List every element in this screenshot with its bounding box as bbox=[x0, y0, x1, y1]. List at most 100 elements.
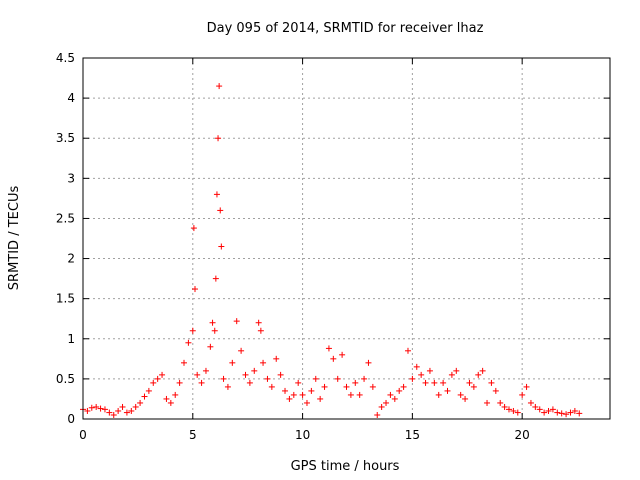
data-point bbox=[273, 355, 280, 362]
data-point bbox=[505, 406, 512, 413]
data-point bbox=[444, 387, 451, 394]
y-tick-label: 1 bbox=[67, 332, 75, 346]
data-point bbox=[576, 410, 583, 417]
data-point bbox=[257, 327, 264, 334]
data-point bbox=[229, 359, 236, 366]
data-point bbox=[190, 225, 197, 232]
plot-frame bbox=[82, 57, 611, 420]
data-point bbox=[198, 379, 205, 386]
data-point bbox=[396, 387, 403, 394]
tick-labels: 0 0.5 1 1.5 2 2.5 3 3.5 4 4.5 0 5 10 15 20 bbox=[56, 51, 530, 442]
data-point bbox=[426, 367, 433, 374]
data-point bbox=[361, 375, 368, 382]
data-point bbox=[163, 395, 170, 402]
x-axis-title: GPS time / hours bbox=[291, 459, 400, 474]
data-point bbox=[84, 407, 91, 414]
data-point bbox=[339, 351, 346, 358]
y-tick-label: 3.5 bbox=[56, 131, 75, 145]
data-point bbox=[93, 403, 100, 410]
data-point bbox=[119, 403, 126, 410]
y-tick-label: 3 bbox=[67, 171, 75, 185]
data-point bbox=[181, 359, 188, 366]
data-point bbox=[479, 367, 486, 374]
data-point bbox=[330, 355, 337, 362]
data-point bbox=[321, 383, 328, 390]
data-point bbox=[571, 407, 578, 414]
y-tick-label: 2.5 bbox=[56, 211, 75, 225]
data-point bbox=[215, 135, 222, 142]
data-point bbox=[369, 383, 376, 390]
y-tick-label: 4.5 bbox=[56, 51, 75, 65]
data-point bbox=[374, 411, 381, 418]
data-point bbox=[220, 375, 227, 382]
data-point bbox=[523, 383, 530, 390]
data-point bbox=[213, 191, 220, 198]
data-point bbox=[418, 371, 425, 378]
data-point bbox=[391, 395, 398, 402]
data-point bbox=[209, 319, 216, 326]
data-point bbox=[431, 379, 438, 386]
data-point bbox=[554, 409, 561, 416]
data-point bbox=[497, 399, 504, 406]
y-tick-label: 4 bbox=[67, 91, 75, 105]
data-point bbox=[457, 391, 464, 398]
axis-ticks bbox=[82, 57, 610, 420]
data-point bbox=[106, 409, 113, 416]
data-point bbox=[303, 399, 310, 406]
data-point bbox=[216, 83, 223, 90]
x-tick-label: 15 bbox=[405, 428, 420, 442]
data-point bbox=[172, 391, 179, 398]
data-point bbox=[514, 409, 521, 416]
grid-lines bbox=[83, 58, 610, 419]
data-point bbox=[545, 407, 552, 414]
data-point bbox=[217, 207, 224, 214]
data-point bbox=[501, 403, 508, 410]
data-point bbox=[260, 359, 267, 366]
data-point bbox=[383, 399, 390, 406]
data-point bbox=[475, 371, 482, 378]
data-point bbox=[488, 379, 495, 386]
data-point bbox=[558, 410, 565, 417]
data-point bbox=[167, 399, 174, 406]
data-point bbox=[317, 395, 324, 402]
data-point bbox=[224, 383, 231, 390]
data-point bbox=[251, 367, 258, 374]
data-point bbox=[97, 405, 104, 412]
data-point bbox=[202, 367, 209, 374]
data-point bbox=[440, 379, 447, 386]
data-point bbox=[191, 286, 198, 293]
data-point bbox=[563, 411, 570, 418]
data-point bbox=[268, 383, 275, 390]
data-point bbox=[527, 399, 534, 406]
x-tick-label: 20 bbox=[515, 428, 530, 442]
data-point bbox=[484, 399, 491, 406]
data-point bbox=[387, 391, 394, 398]
data-point bbox=[88, 404, 95, 411]
data-point bbox=[137, 399, 144, 406]
data-point bbox=[365, 359, 372, 366]
data-point bbox=[549, 406, 556, 413]
data-point bbox=[413, 363, 420, 370]
data-point bbox=[246, 379, 253, 386]
data-point bbox=[536, 406, 543, 413]
chart-title: Day 095 of 2014, SRMTID for receiver lha… bbox=[207, 21, 484, 36]
data-point bbox=[141, 393, 148, 400]
data-point bbox=[110, 411, 117, 418]
data-point bbox=[159, 371, 166, 378]
data-point bbox=[435, 391, 442, 398]
data-point bbox=[519, 391, 526, 398]
data-point bbox=[378, 403, 385, 410]
data-point bbox=[347, 391, 354, 398]
data-point bbox=[462, 395, 469, 402]
data-point bbox=[325, 345, 332, 352]
data-point bbox=[242, 371, 249, 378]
data-point bbox=[422, 379, 429, 386]
y-tick-label: 0.5 bbox=[56, 372, 75, 386]
data-point bbox=[150, 379, 157, 386]
y-tick-label: 0 bbox=[67, 412, 75, 426]
data-point bbox=[123, 409, 130, 416]
data-point bbox=[541, 409, 548, 416]
data-point bbox=[510, 407, 517, 414]
data-point bbox=[185, 339, 192, 346]
